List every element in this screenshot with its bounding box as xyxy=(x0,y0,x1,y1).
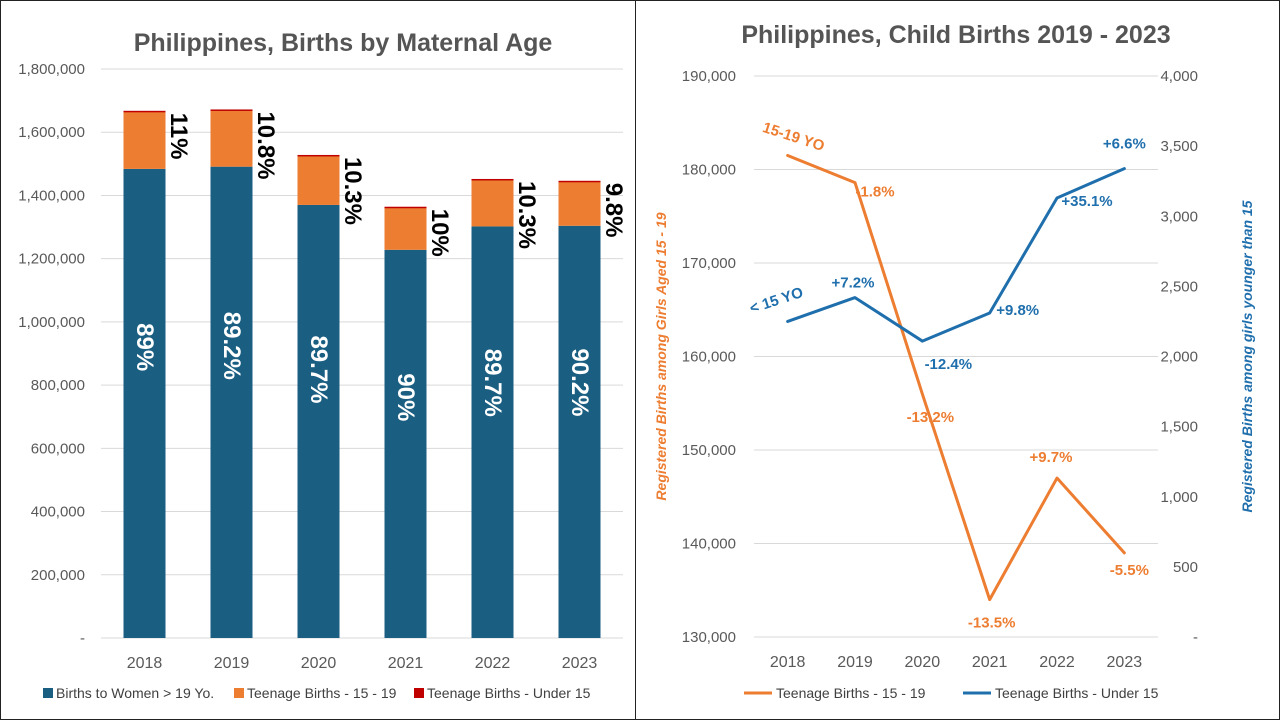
bar-segment-women-over-19 xyxy=(385,250,427,638)
bar-segment-teen-under-15 xyxy=(211,109,253,111)
bar-segment-teen-under-15 xyxy=(124,111,166,113)
y-left-tick-label: 150,000 xyxy=(682,442,736,459)
x-tick-label: 2021 xyxy=(972,654,1008,671)
x-tick-label: 2020 xyxy=(905,654,941,671)
legend-swatch xyxy=(43,688,53,698)
y-right-tick-label: 3,500 xyxy=(1160,138,1198,155)
point-label: +6.6% xyxy=(1103,136,1146,153)
y-tick-label: 600,000 xyxy=(31,440,85,457)
y-tick-label: 1,600,000 xyxy=(18,124,85,141)
x-tick-label: 2022 xyxy=(1039,654,1075,671)
bar-segment-teen-under-15 xyxy=(472,179,514,181)
bar-segment-teen-under-15 xyxy=(559,181,601,183)
bar-segment-teen-15-19 xyxy=(124,112,166,169)
y-left-tick-label: 140,000 xyxy=(682,536,736,553)
x-tick-label: 2018 xyxy=(127,655,163,672)
legend-label: Teenage Births - Under 15 xyxy=(995,685,1159,701)
bar-outside-label: 9.8% xyxy=(600,183,627,238)
bar-segment-women-over-19 xyxy=(559,226,601,638)
bar-segment-teen-under-15 xyxy=(298,155,340,157)
x-tick-label: 2021 xyxy=(388,655,424,672)
point-label: +35.1% xyxy=(1061,193,1112,210)
stacked-bar-chart: Philippines, Births by Maternal Age - 200,… xyxy=(1,1,637,721)
y-tick-label: - xyxy=(80,630,85,647)
y-tick-label: 1,200,000 xyxy=(18,251,85,268)
bar-inside-label: 89.2% xyxy=(218,312,245,380)
bar-outside-label: 11% xyxy=(165,113,192,160)
x-tick-label: 2018 xyxy=(770,654,806,671)
y-left-tick-label: 190,000 xyxy=(682,68,736,85)
y-tick-label: 800,000 xyxy=(31,377,85,394)
y-tick-label: 400,000 xyxy=(31,504,85,521)
x-tick-label: 2019 xyxy=(214,655,250,672)
y-right-tick-label: 2,000 xyxy=(1160,349,1198,366)
chart-title: Philippines, Births by Maternal Age xyxy=(134,29,553,57)
bar-outside-label: 10% xyxy=(426,209,453,257)
bar-segment-women-over-19 xyxy=(211,167,253,638)
bar-inside-label: 89.7% xyxy=(305,335,332,403)
legend-label: Births to Women > 19 Yo. xyxy=(56,685,214,701)
legend-label: Teenage Births - 15 - 19 xyxy=(247,685,397,701)
legend-swatch xyxy=(234,688,244,698)
series-line-teen-15-19 xyxy=(788,155,1125,599)
bar-segment-teen-15-19 xyxy=(559,182,601,226)
y-right-tick-label: 1,500 xyxy=(1160,419,1198,436)
series-tag: < 15 YO xyxy=(748,284,806,317)
point-label: +9.8% xyxy=(996,302,1039,319)
x-tick-label: 2020 xyxy=(301,655,337,672)
y-right-axis-title: Registered Births among girls younger th… xyxy=(1239,200,1255,512)
y-tick-label: 200,000 xyxy=(31,567,85,584)
y-right-tick-label: 2,500 xyxy=(1160,278,1198,295)
x-tick-label: 2023 xyxy=(1107,654,1143,671)
y-right-tick-label: 3,000 xyxy=(1160,208,1198,225)
y-tick-label: 1,400,000 xyxy=(18,187,85,204)
bar-outside-label: 10.3% xyxy=(513,181,540,249)
bar-inside-label: 90.2% xyxy=(566,348,593,416)
y-left-tick-label: 180,000 xyxy=(682,162,736,179)
point-label: -13.2% xyxy=(907,409,955,426)
y-right-tick-label: - xyxy=(1193,629,1198,646)
x-tick-label: 2022 xyxy=(475,655,511,672)
bar-segment-teen-15-19 xyxy=(385,207,427,249)
y-tick-label: 1,000,000 xyxy=(18,314,85,331)
y-left-tick-label: 160,000 xyxy=(682,349,736,366)
point-label: +7.2% xyxy=(832,275,875,292)
point-label: -13.5% xyxy=(968,615,1016,632)
bar-segment-women-over-19 xyxy=(298,205,340,638)
x-tick-label: 2019 xyxy=(837,654,873,671)
child-births-panel: Philippines, Child Births 2019 - 2023 130… xyxy=(636,0,1280,720)
births-by-maternal-age-panel: Philippines, Births by Maternal Age - 200,… xyxy=(0,0,636,720)
y-right-tick-label: 500 xyxy=(1173,559,1198,576)
bar-segment-women-over-19 xyxy=(472,226,514,638)
legend-label: Teenage Births - 15 - 19 xyxy=(776,685,926,701)
bar-segment-women-over-19 xyxy=(124,169,166,638)
point-label: +9.7% xyxy=(1030,449,1073,466)
point-label: -12.4% xyxy=(925,356,973,373)
chart-title: Philippines, Child Births 2019 - 2023 xyxy=(741,21,1170,49)
bar-inside-label: 89% xyxy=(131,323,158,371)
bar-segment-teen-15-19 xyxy=(472,180,514,226)
y-left-axis-title: Registered Births among Girls Aged 15 - … xyxy=(653,212,669,500)
y-right-tick-label: 4,000 xyxy=(1160,68,1198,85)
point-label: -1.8% xyxy=(855,184,894,201)
y-left-tick-label: 170,000 xyxy=(682,255,736,272)
bar-segment-teen-under-15 xyxy=(385,207,427,209)
point-label: -5.5% xyxy=(1110,562,1149,579)
dual-axis-line-chart: Philippines, Child Births 2019 - 2023 130… xyxy=(636,1,1280,721)
bar-outside-label: 10.3% xyxy=(339,157,366,225)
x-tick-label: 2023 xyxy=(562,655,598,672)
legend-label: Teenage Births - Under 15 xyxy=(427,685,591,701)
bar-segment-teen-15-19 xyxy=(211,110,253,166)
bar-segment-teen-15-19 xyxy=(298,156,340,205)
y-tick-label: 1,800,000 xyxy=(18,61,85,78)
y-right-tick-label: 1,000 xyxy=(1160,489,1198,506)
series-tag: 15-19 YO xyxy=(760,119,826,155)
bar-inside-label: 90% xyxy=(392,373,419,421)
legend-swatch xyxy=(414,688,424,698)
bar-outside-label: 10.8% xyxy=(252,111,279,179)
y-left-tick-label: 130,000 xyxy=(682,629,736,646)
bar-inside-label: 89.7% xyxy=(479,349,506,417)
